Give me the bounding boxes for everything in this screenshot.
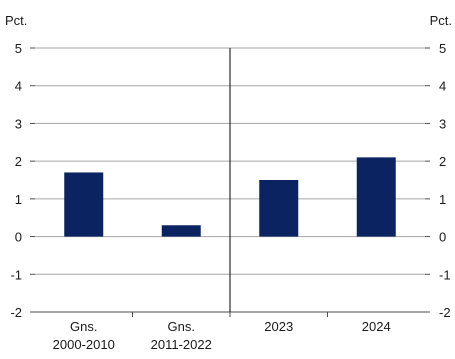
y-tick-label-right: 5 — [439, 41, 446, 56]
y-tick-label-left: 5 — [15, 41, 22, 56]
x-category-label: 2011-2022 — [151, 337, 212, 352]
labels: Pct. Pct. -2 -2 -1 -1 0 0 1 1 2 2 3 3 4 4 5 5 Gns. 2000-2… — [5, 13, 452, 352]
y-tick-label-right: 2 — [439, 154, 446, 169]
y-tick-label-left: -2 — [10, 305, 22, 320]
y-tick-label-left: 0 — [15, 230, 22, 245]
y-tick-label-right: 0 — [439, 230, 446, 245]
y-tick-label-left: 4 — [15, 79, 22, 94]
y-tick-label-left: 3 — [15, 116, 22, 131]
y-tick-label-right: -2 — [439, 305, 451, 320]
x-category-label: 2023 — [264, 319, 293, 334]
y-tick-label-right: -1 — [439, 267, 451, 282]
bar — [259, 180, 299, 237]
x-category-label: Gns. — [168, 319, 195, 334]
x-category-label: 2024 — [362, 319, 391, 334]
bars — [64, 157, 396, 237]
y-tick-label-left: 2 — [15, 154, 22, 169]
bar — [161, 225, 201, 237]
y-unit-right: Pct. — [430, 13, 452, 28]
x-category-label: Gns. — [70, 319, 97, 334]
y-tick-label-left: 1 — [15, 192, 22, 207]
y-tick-label-right: 4 — [439, 79, 446, 94]
y-tick-label-left: -1 — [10, 267, 22, 282]
x-category-label: 2000-2010 — [53, 337, 115, 352]
bar — [356, 157, 396, 237]
y-tick-label-right: 1 — [439, 192, 446, 207]
y-tick-label-right: 3 — [439, 116, 446, 131]
axes — [30, 47, 430, 317]
bar — [64, 172, 104, 237]
y-unit-left: Pct. — [5, 13, 27, 28]
